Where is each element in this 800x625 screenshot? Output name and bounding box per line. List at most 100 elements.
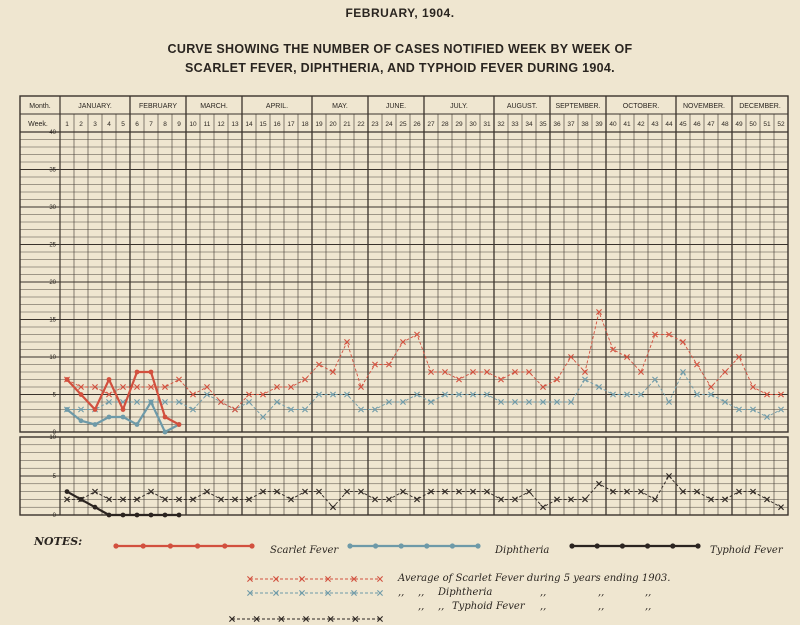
y-tick-lower-10: 10 [49, 435, 56, 441]
series-diphtheria-average-point [288, 406, 294, 413]
week-48: 48 [721, 121, 729, 128]
week-11: 11 [204, 121, 211, 128]
page-header: FEBRUARY, 1904. [345, 6, 455, 20]
y-tick-35: 35 [49, 168, 56, 174]
series-typhoid-average-point [568, 496, 574, 503]
series-scarlet-point [134, 369, 140, 375]
series-typhoid-average-point [106, 496, 112, 503]
week-2: 2 [79, 121, 83, 128]
week-41: 41 [623, 121, 631, 128]
week-21: 21 [343, 121, 351, 128]
series-scarlet-point [92, 407, 98, 412]
legend-scarlet-line [113, 543, 255, 549]
series-typhoid-average-point [344, 488, 350, 495]
series-scarlet-average-point [526, 369, 532, 375]
series-scarlet-average-point [638, 369, 644, 375]
y-tick-lower-5: 5 [53, 474, 57, 480]
series-scarlet-average-point [414, 331, 420, 338]
series-diphtheria-point [106, 414, 112, 420]
series-scarlet-average-point [386, 361, 392, 368]
month-1: JANUARY. [78, 103, 112, 110]
series-typhoid-average-point [316, 488, 322, 495]
series-scarlet-average-point [554, 376, 560, 383]
month-6: JUNE. [386, 103, 406, 110]
series-diphtheria-average-point [680, 369, 686, 375]
week-35: 35 [539, 121, 547, 128]
week-7: 7 [149, 121, 153, 128]
week-12: 12 [217, 121, 225, 128]
series-scarlet-point [162, 414, 168, 420]
series-typhoid-point [106, 512, 112, 518]
month-4: APRIL. [266, 103, 288, 110]
series-diphtheria-average-point [722, 399, 728, 405]
series-scarlet-average-point [274, 384, 280, 390]
series-scarlet-point [148, 369, 154, 375]
week-42: 42 [637, 121, 645, 128]
series-typhoid-average-point [638, 488, 644, 495]
series-scarlet-average-point [484, 369, 490, 375]
series-diphtheria-average-point [260, 414, 266, 420]
series-scarlet-point [120, 407, 126, 412]
legend-typhoid-line [569, 543, 701, 549]
series-typhoid-average-point [624, 488, 630, 495]
y-tick-15: 15 [49, 318, 56, 324]
y-tick-10: 10 [49, 355, 56, 361]
series-scarlet-average-point [442, 369, 448, 375]
month-label: Month. [29, 103, 50, 110]
week-39: 39 [595, 121, 603, 128]
series-typhoid-average-point [274, 488, 280, 495]
series-scarlet-average-point [344, 339, 350, 345]
legend-ditto-3: ,, [645, 587, 652, 598]
week-19: 19 [315, 121, 323, 128]
week-47: 47 [707, 121, 715, 128]
legend-avg-diph-quote: ,, [398, 587, 405, 598]
series-diphtheria-point [134, 422, 140, 427]
month-12: DECEMBER. [739, 103, 781, 110]
series-diphtheria-average-point [666, 399, 672, 405]
series-typhoid-average-point [428, 488, 434, 495]
series-scarlet-average-point [106, 391, 112, 398]
series-scarlet-average-point [498, 376, 504, 383]
series-diphtheria-average-point [442, 391, 448, 398]
series-typhoid-average-point [596, 480, 602, 487]
series-typhoid-average [64, 473, 784, 511]
title-line-2: SCARLET FEVER, DIPHTHERIA, AND TYPHOID F… [185, 61, 615, 75]
series-scarlet-average-point [190, 391, 196, 398]
week-17: 17 [287, 121, 295, 128]
series-diphtheria-point [64, 407, 70, 412]
notes-label: NOTES: [34, 535, 83, 548]
legend-scarlet-label: Scarlet Fever [270, 545, 339, 556]
month-7: JULY. [450, 103, 468, 110]
legend-avg-scarlet-label: Average of Scarlet Fever during 5 years … [398, 573, 671, 584]
series-typhoid [64, 489, 182, 518]
series-diphtheria-average-point [400, 399, 406, 405]
legend-ditto-6: ,, [645, 601, 652, 612]
y-tick-40: 40 [49, 130, 56, 136]
series-scarlet-average-point [666, 331, 672, 338]
series-diphtheria-average-point [372, 406, 378, 413]
legend-ditto-2: ,, [598, 587, 605, 598]
week-24: 24 [385, 121, 393, 128]
series-diphtheria-average-point [428, 399, 434, 405]
series-diphtheria-average-point [512, 399, 518, 405]
week-23: 23 [371, 121, 379, 128]
series-scarlet-average-point [372, 361, 378, 368]
week-34: 34 [525, 121, 533, 128]
series-diphtheria-average-point [274, 399, 280, 405]
week-44: 44 [665, 121, 673, 128]
series-diphtheria-average-point [736, 406, 742, 413]
legend-typhoid-label: Typhoid Fever [710, 545, 783, 556]
week-49: 49 [735, 121, 743, 128]
series-typhoid-average-point [414, 496, 420, 503]
series-typhoid-average-point [92, 488, 98, 495]
week-33: 33 [511, 121, 519, 128]
series-diphtheria-point [92, 422, 98, 427]
series-diphtheria-average-point [582, 376, 588, 383]
series-typhoid-average-point [176, 496, 182, 503]
series-typhoid-average-point [148, 488, 154, 495]
series-scarlet-average-point [736, 354, 742, 360]
series-scarlet-average-point [260, 391, 266, 398]
series-typhoid-point [148, 512, 154, 518]
week-43: 43 [651, 121, 659, 128]
series-typhoid-average-point [778, 504, 784, 511]
